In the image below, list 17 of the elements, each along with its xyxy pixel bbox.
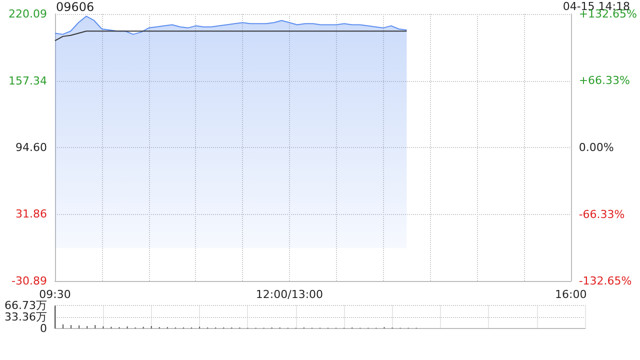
- y-tick-label: 0: [40, 322, 47, 335]
- y-tick-label: 31.86: [16, 208, 47, 221]
- chart-title: 09606: [56, 0, 94, 14]
- y-tick-label: 94.60: [16, 141, 47, 154]
- y-tick-label: 66.73万: [4, 299, 47, 312]
- y-tick-label: 33.36万: [4, 310, 47, 324]
- y-tick-label: 220.09: [8, 8, 47, 20]
- line-series: [54, 30, 408, 42]
- y-tick-label: 157.34: [8, 74, 47, 88]
- x-tick-label: 09:30: [39, 288, 71, 301]
- y2-tick-label: -66.33%: [578, 208, 625, 221]
- x-tick-label: 16:00: [554, 288, 587, 301]
- y2-tick-label: 0.00%: [578, 141, 614, 154]
- y2-tick-label: -132.65%: [578, 274, 632, 288]
- x-tick-label: 12:00/13:00: [256, 288, 324, 301]
- y2-tick-label: +66.33%: [578, 74, 630, 88]
- y-tick-label: -30.89: [12, 274, 47, 288]
